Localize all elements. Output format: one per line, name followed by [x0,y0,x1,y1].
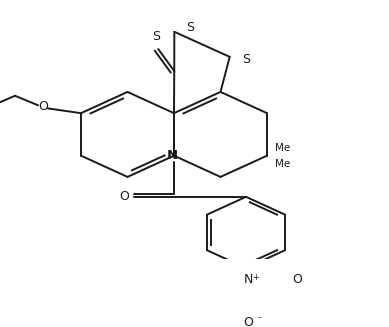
Text: S: S [186,21,194,34]
Text: S: S [242,53,250,66]
Text: ⁻: ⁻ [256,316,261,326]
Text: N: N [243,273,253,286]
Text: +: + [252,273,259,282]
Text: Me: Me [275,143,290,153]
Text: Me: Me [275,159,290,169]
Text: O: O [119,190,129,203]
Text: S: S [152,30,160,43]
Text: O: O [38,100,48,113]
Text: O: O [243,316,253,327]
Text: N: N [166,149,177,162]
Text: O: O [292,273,302,286]
